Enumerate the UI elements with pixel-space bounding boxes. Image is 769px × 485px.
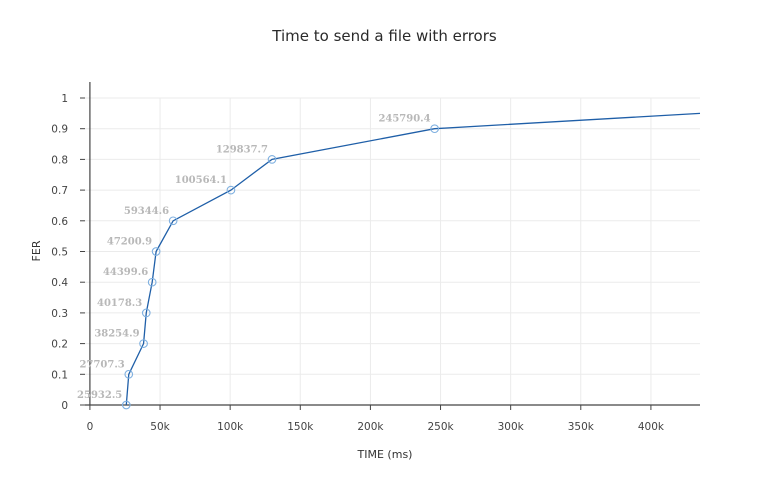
data-point[interactable] [226, 185, 236, 195]
y-tick-label: 0.8 [51, 154, 68, 166]
y-tick-label: 0 [61, 400, 68, 412]
data-point[interactable] [151, 247, 161, 256]
data-label: 44399.6 [103, 267, 148, 278]
x-tick-label: 150k [287, 421, 314, 433]
data-point[interactable] [124, 369, 134, 379]
x-tick-label: 0 [87, 421, 94, 433]
y-tick-label: 0.9 [51, 124, 68, 136]
data-point[interactable] [121, 400, 131, 410]
y-axis-label: FER [30, 240, 43, 261]
x-tick-label: 250k [427, 421, 454, 433]
y-tick-label: 1 [61, 93, 68, 105]
data-label: 245790.4 [378, 114, 430, 125]
series-line[interactable] [125, 112, 701, 406]
y-tick-label: 0.5 [51, 247, 68, 259]
axes: 0 0.1 0.2 0.3 0.4 0.5 0.6 0.7 0.8 0.9 1 0 50k 100k 150… [51, 82, 700, 433]
x-tick-label: 300k [498, 421, 525, 433]
data-label: 129837.7 [216, 144, 268, 155]
y-tick-label: 0.6 [51, 216, 68, 228]
data-point[interactable] [168, 216, 178, 226]
data-label: 47200.9 [107, 237, 152, 248]
data-point[interactable] [147, 277, 157, 287]
y-tick-label: 0.7 [51, 185, 68, 197]
data-label: 27707.3 [80, 359, 125, 370]
x-tick-label: 350k [568, 421, 595, 433]
gridlines [85, 97, 700, 405]
x-tick-label: 50k [150, 421, 170, 433]
data-point[interactable] [430, 124, 439, 134]
data-label: 100564.1 [175, 175, 227, 186]
data-point[interactable] [267, 155, 277, 164]
y-tick-label: 0.1 [51, 369, 68, 381]
data-point[interactable] [141, 308, 151, 318]
data-labels: 25932.5 27707.3 38254.9 40178.3 44399.6 47200… [77, 114, 431, 401]
series[interactable] [121, 112, 701, 410]
y-tick-label: 0.4 [51, 277, 68, 289]
x-axis-label: TIME (ms) [357, 448, 413, 461]
x-tick-label: 100k [217, 421, 244, 433]
data-point[interactable] [139, 339, 148, 348]
data-label: 38254.9 [94, 329, 139, 340]
y-tick-label: 0.3 [51, 308, 68, 320]
y-tick-label: 0.2 [51, 339, 68, 351]
x-tick-label: 400k [638, 421, 665, 433]
data-label: 25932.5 [77, 390, 122, 401]
chart-title: Time to send a file with errors [272, 27, 497, 45]
data-label: 40178.3 [97, 298, 142, 309]
data-label: 59344.6 [124, 206, 169, 217]
x-tick-label: 200k [357, 421, 384, 433]
